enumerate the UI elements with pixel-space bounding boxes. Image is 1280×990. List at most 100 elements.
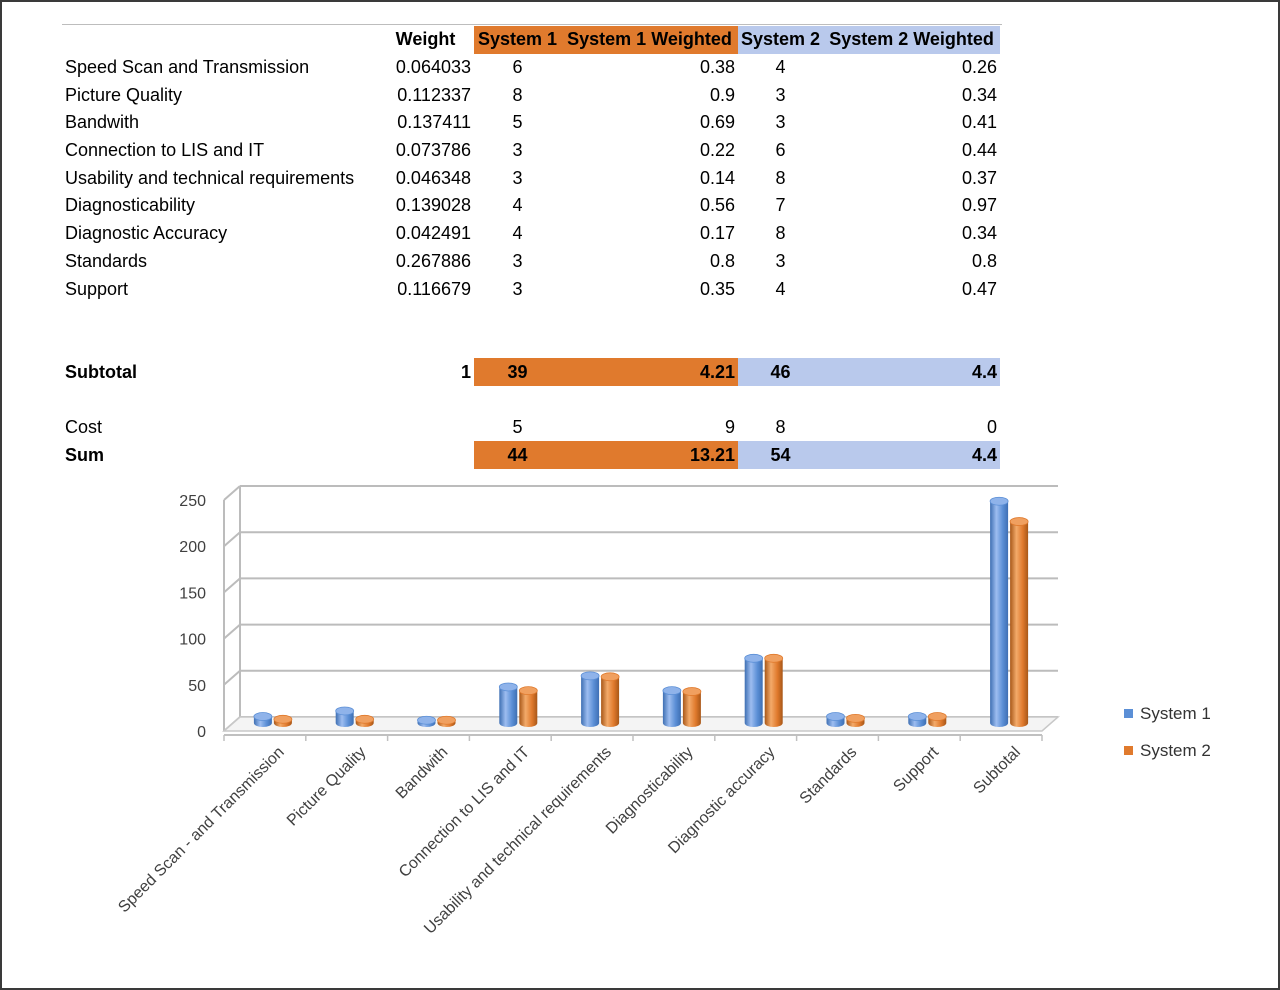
bar-1-top	[417, 715, 436, 725]
sum-system1: 44	[474, 441, 561, 469]
bar-1-top	[662, 686, 682, 696]
gridline-side-3	[223, 577, 241, 594]
header-system1-weighted: System 1 Weighted	[561, 26, 738, 54]
header-system2-weighted: System 2 Weighted	[823, 26, 1001, 54]
bar-2-top	[1009, 517, 1029, 526]
x-category-label: Usability and technical requirements	[421, 744, 615, 938]
sum-row: Sum 44 13.21 54 4.4	[62, 441, 1001, 469]
row-weight: 0.042491	[395, 223, 471, 244]
bar-1-body	[581, 675, 600, 727]
table-row: Standards 0.267886 3 0.8 3 0.8	[62, 248, 1000, 276]
row-system1: 3	[512, 278, 523, 299]
bar-1-body	[990, 501, 1009, 727]
x-category-label: Speed Scan - and Transmission	[115, 744, 287, 916]
cost-system1-weighted: 9	[724, 416, 735, 437]
header-blank-cell	[62, 26, 377, 54]
bar-1-top	[989, 496, 1009, 506]
row-label: Speed Scan and Transmission	[65, 57, 310, 78]
table-row: Usability and technical requirements 0.0…	[62, 164, 1000, 192]
x-category-label: Support	[890, 743, 942, 795]
row-system1-weighted: 0.9	[709, 84, 735, 105]
table-row: Bandwith 0.137411 5 0.69 3 0.41	[62, 109, 1000, 137]
legend-swatch-system1	[1124, 709, 1133, 718]
row-system1: 4	[512, 195, 523, 216]
row-label: Diagnosticability	[65, 195, 196, 216]
row-weight: 0.112337	[397, 84, 471, 105]
row-weight: 0.073786	[395, 140, 471, 161]
cost-label: Cost	[65, 416, 103, 437]
row-system2: 3	[775, 84, 786, 105]
table-row: Diagnosticability 0.139028 4 0.56 7 0.97	[62, 192, 1000, 220]
row-label: Support	[65, 278, 129, 299]
row-system1-weighted: 0.69	[699, 112, 735, 133]
cost-system2: 8	[775, 416, 786, 437]
y-tick-label: 250	[179, 493, 206, 510]
table-row: Support 0.116679 3 0.35 4 0.47	[62, 275, 1000, 303]
row-system2-weighted: 0.97	[962, 195, 998, 216]
row-system1: 3	[512, 250, 523, 271]
row-system1: 6	[512, 57, 523, 78]
row-weight: 0.064033	[395, 57, 471, 78]
x-category-label: Picture Quality	[284, 744, 370, 830]
subtotal-system1-weighted: 4.21	[561, 358, 738, 386]
table-row: Connection to LIS and IT 0.073786 3 0.22…	[62, 137, 1000, 165]
table-row: Diagnostic Accuracy 0.042491 4 0.17 8 0.…	[62, 220, 1000, 248]
cost-weight	[377, 414, 474, 442]
bar-1-top	[498, 682, 518, 692]
bar-1-top	[253, 712, 273, 721]
table-header-row: Weight System 1 System 1 Weighted System…	[62, 26, 1001, 54]
y-tick-label: 200	[179, 539, 206, 556]
chart-legend: System 1 System 2	[1124, 695, 1211, 769]
row-system1-weighted: 0.22	[699, 140, 735, 161]
bar-2-body	[682, 691, 701, 727]
bar-1-body	[662, 690, 681, 727]
row-system2: 4	[775, 278, 786, 299]
row-system2-weighted: 0.41	[962, 112, 998, 133]
row-system1-weighted: 0.56	[699, 195, 735, 216]
bar-2-body	[1010, 521, 1029, 727]
row-system2-weighted: 0.26	[962, 57, 998, 78]
sum-weight	[377, 441, 474, 469]
row-weight: 0.116679	[397, 278, 471, 299]
row-weight: 0.046348	[395, 167, 471, 188]
row-label: Picture Quality	[65, 84, 183, 105]
bar-1-top	[335, 706, 355, 716]
legend-label-system1: System 1	[1140, 703, 1211, 723]
subtotal-row: Subtotal 1 39 4.21 46 4.4	[62, 358, 1001, 386]
table-row: Speed Scan and Transmission 0.064033 6 0…	[62, 54, 1000, 82]
row-system2: 8	[775, 223, 786, 244]
x-category-label: Diagnosticability	[603, 744, 697, 838]
row-weight: 0.139028	[395, 195, 471, 216]
gridline-side-1	[223, 670, 241, 686]
bar-1-top	[580, 671, 600, 681]
row-system2: 6	[775, 140, 786, 161]
bar-1-top	[744, 653, 764, 663]
subtotal-weight: 1	[460, 361, 471, 382]
row-system2-weighted: 0.34	[962, 84, 998, 105]
subtotal-system2-weighted: 4.4	[823, 358, 1001, 386]
gridline-side-4	[223, 531, 241, 547]
sum-system2-weighted: 4.4	[823, 441, 1001, 469]
bar-2-top	[600, 672, 620, 682]
row-system2-weighted: 0.34	[962, 223, 998, 244]
legend-item-system1: System 1	[1124, 695, 1211, 732]
bar-1-body	[744, 658, 763, 727]
bar-2-top	[437, 715, 456, 725]
y-tick-label: 100	[179, 632, 206, 649]
subtotal-label: Subtotal	[65, 361, 137, 382]
row-system2: 4	[775, 57, 786, 78]
blank-row	[62, 386, 1000, 414]
row-system2-weighted: 0.8	[972, 250, 998, 271]
gridline-side-2	[223, 623, 241, 640]
y-tick-label: 50	[188, 678, 206, 695]
row-system1: 5	[512, 112, 523, 133]
bar-2-body	[519, 690, 538, 727]
gridline-side-5	[223, 485, 241, 501]
bar-1-top	[826, 712, 845, 721]
row-label: Standards	[65, 250, 148, 271]
row-system1: 4	[512, 223, 523, 244]
subtotal-system1: 39	[474, 358, 561, 386]
row-system1-weighted: 0.14	[699, 167, 735, 188]
header-weight: Weight	[395, 29, 456, 50]
